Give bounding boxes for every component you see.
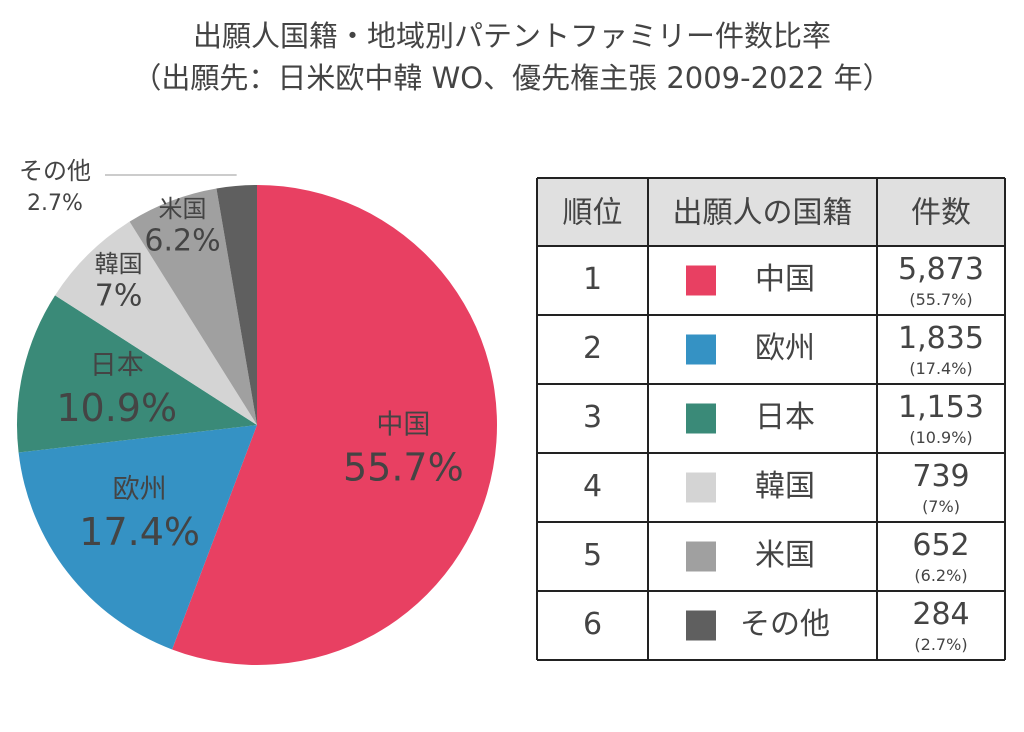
legend-swatch (686, 403, 716, 434)
share: (17.4%) (909, 359, 972, 378)
slice-value-label: 7% (95, 279, 143, 314)
country-name: 日本 (755, 400, 815, 435)
slice-value-label: 2.7% (27, 191, 83, 216)
chart-subtitle: （出願先：日米欧中韓 WO、優先権主張 2009-2022 年） (132, 61, 891, 95)
count: 652 (912, 528, 969, 563)
table-header-bg (537, 178, 1005, 246)
chart-title: 出願人国籍・地域別パテントファミリー件数比率 (193, 19, 831, 53)
share: (2.7%) (914, 635, 967, 654)
rank: 3 (583, 400, 602, 435)
slice-category-label: 韓国 (95, 250, 143, 278)
pie-slice (18, 425, 257, 650)
share: (7%) (922, 497, 960, 516)
rank: 4 (583, 469, 602, 504)
table-header: 出願人の国籍 (673, 196, 853, 231)
pie-slice (172, 185, 497, 666)
rank: 5 (583, 538, 602, 573)
legend-swatch (686, 334, 716, 365)
legend-swatch (686, 472, 716, 503)
country-name: その他 (740, 607, 830, 642)
slice-category-label: 日本 (90, 350, 144, 381)
table-header: 順位 (563, 196, 623, 231)
count: 5,873 (898, 252, 984, 287)
country-name: 韓国 (755, 469, 815, 504)
share: (10.9%) (909, 428, 972, 447)
country-name: 欧州 (755, 331, 815, 366)
count: 739 (912, 459, 969, 494)
share: (55.7%) (909, 290, 972, 309)
pie-slice (129, 188, 257, 425)
slice-category-label: 中国 (376, 409, 430, 440)
slice-value-label: 55.7% (343, 445, 464, 489)
rank: 6 (583, 607, 602, 642)
rank: 2 (583, 331, 602, 366)
pie-slice (55, 221, 257, 425)
count: 284 (912, 597, 969, 632)
count: 1,153 (898, 390, 984, 425)
pie-slice (216, 185, 257, 425)
legend-swatch (686, 610, 716, 641)
share: (6.2%) (914, 566, 967, 585)
slice-category-label: 欧州 (113, 474, 167, 505)
slice-category-label: その他 (19, 157, 91, 185)
legend-swatch (686, 541, 716, 572)
count: 1,835 (898, 321, 984, 356)
slice-category-label: 米国 (159, 195, 207, 223)
legend-swatch (686, 265, 716, 296)
pie-slice (16, 295, 257, 453)
slice-value-label: 17.4% (79, 510, 200, 554)
country-name: 米国 (755, 538, 815, 573)
country-name: 中国 (755, 262, 815, 297)
slice-value-label: 6.2% (144, 223, 220, 258)
slice-value-label: 10.9% (56, 386, 177, 430)
table-header: 件数 (911, 196, 971, 231)
rank: 1 (583, 262, 602, 297)
